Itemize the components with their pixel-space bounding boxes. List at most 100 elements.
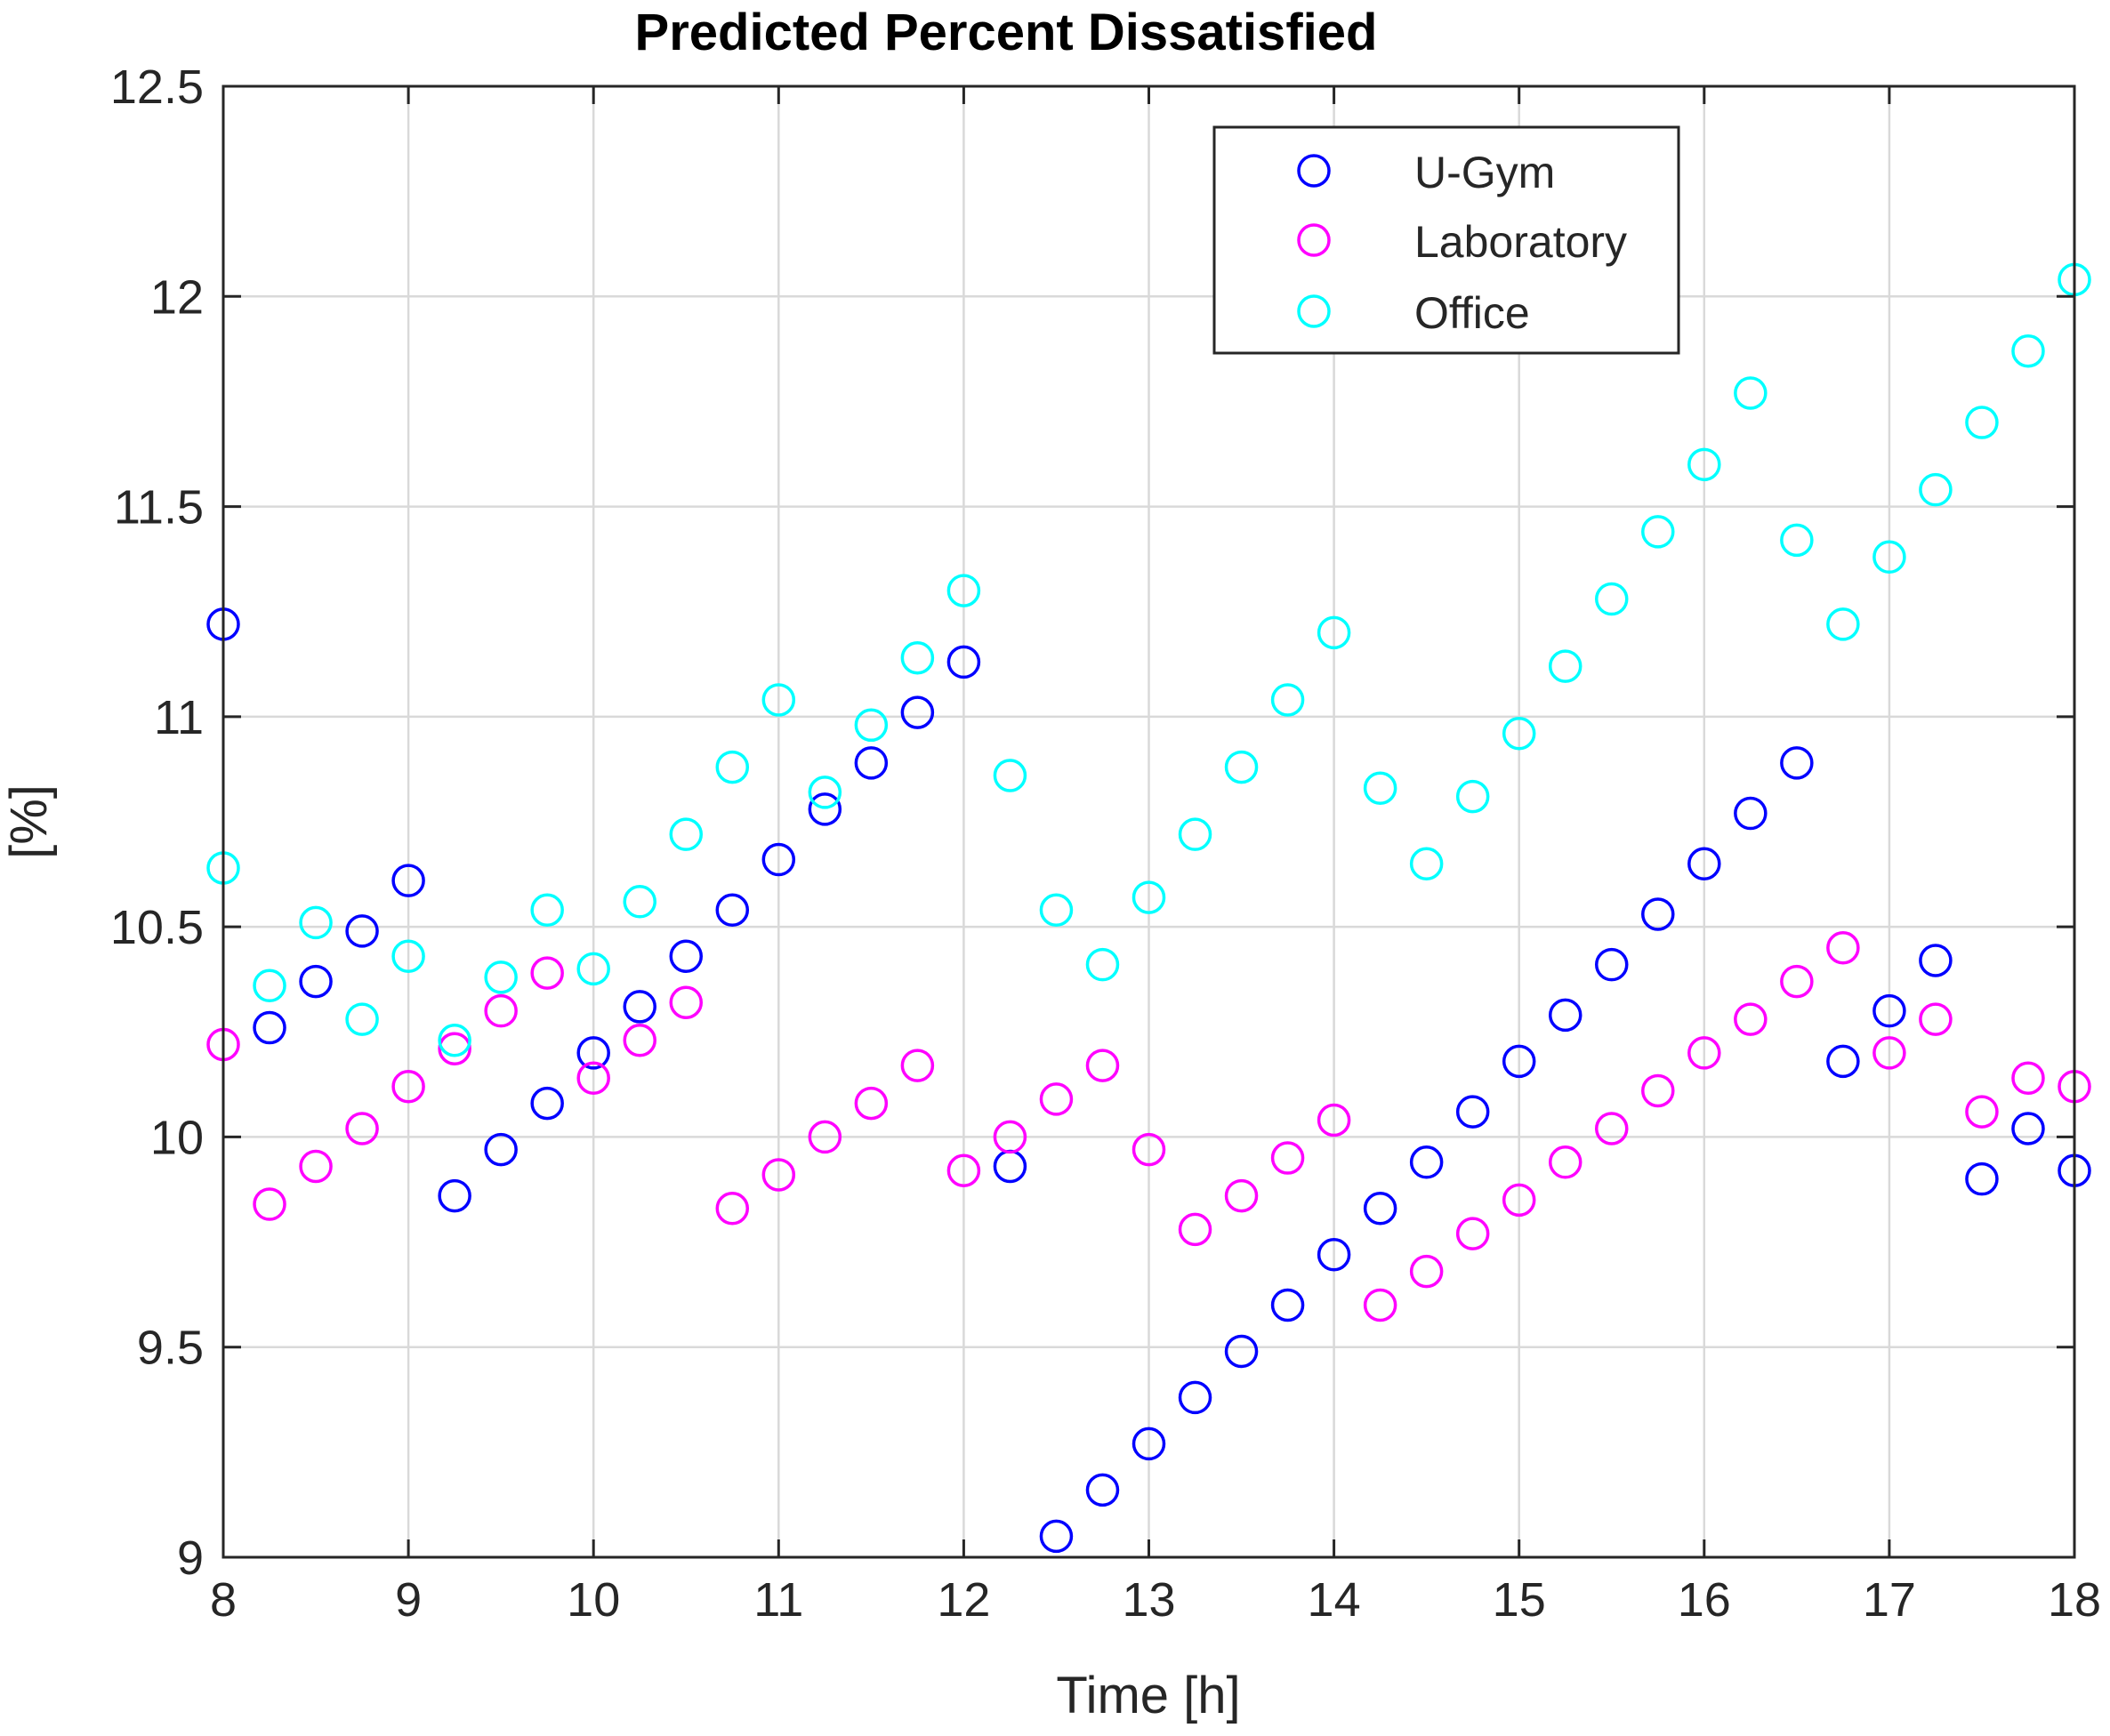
data-point-office [253, 968, 286, 1003]
data-point-office [1409, 847, 1444, 881]
data-point-laboratory [808, 1120, 842, 1154]
x-tick-label: 8 [210, 1573, 237, 1627]
data-point-laboratory [1780, 964, 1814, 999]
legend-marker-laboratory [1297, 223, 1331, 257]
x-tick-label: 18 [2048, 1573, 2101, 1627]
data-point-u-gym [1455, 1095, 1490, 1129]
data-point-u-gym [1548, 998, 1582, 1033]
data-point-u-gym [900, 695, 935, 729]
y-tick-label: 9 [177, 1531, 204, 1585]
data-point-laboratory [1455, 1217, 1490, 1250]
legend-label-office: Office [1414, 288, 1530, 338]
y-tick-label: 10.5 [110, 901, 204, 954]
data-point-laboratory [761, 1158, 796, 1192]
data-point-office [1178, 817, 1212, 851]
data-point-office [1826, 607, 1860, 641]
legend-label-laboratory: Laboratory [1414, 217, 1627, 267]
data-point-laboratory [1270, 1141, 1305, 1175]
data-point-laboratory [1919, 1002, 1953, 1036]
data-point-laboratory [1965, 1095, 1999, 1129]
data-point-u-gym [530, 1086, 564, 1121]
data-point-office [1548, 649, 1582, 683]
data-point-office [576, 952, 610, 986]
data-point-office [761, 683, 796, 717]
data-point-u-gym [576, 1036, 610, 1070]
data-point-office [391, 939, 425, 973]
data-point-u-gym [391, 864, 425, 897]
data-point-u-gym [1409, 1145, 1444, 1179]
x-tick-label: 10 [567, 1573, 620, 1627]
data-point-u-gym [1039, 1519, 1074, 1554]
series-laboratory [206, 931, 2091, 1322]
data-point-office [299, 905, 333, 940]
data-point-u-gym [2011, 1112, 2045, 1145]
data-point-office [1595, 582, 1629, 616]
data-point-laboratory [1224, 1178, 1259, 1213]
data-point-u-gym [854, 746, 889, 780]
legend-marker-office [1297, 294, 1331, 328]
data-point-laboratory [1548, 1145, 1582, 1179]
y-tick-label: 11.5 [114, 481, 204, 534]
data-point-u-gym [623, 990, 656, 1024]
data-point-laboratory [854, 1086, 889, 1121]
data-point-u-gym [484, 1132, 518, 1167]
data-point-office [715, 750, 750, 784]
data-point-office [2011, 334, 2045, 368]
legend-label-u-gym: U-Gym [1414, 148, 1555, 197]
data-point-office [1132, 880, 1166, 914]
data-point-u-gym [1502, 1044, 1536, 1079]
data-point-office [1224, 750, 1259, 784]
data-point-office [1502, 717, 1536, 751]
data-point-laboratory [1085, 1049, 1120, 1082]
data-point-laboratory [946, 1153, 981, 1187]
data-point-u-gym [345, 914, 379, 948]
data-point-laboratory [715, 1192, 750, 1226]
data-point-u-gym [1085, 1473, 1120, 1507]
data-point-office [1687, 447, 1721, 482]
data-point-office [530, 893, 564, 927]
data-point-laboratory [1132, 1132, 1166, 1167]
data-point-office [1965, 406, 1999, 439]
data-point-laboratory [1317, 1103, 1351, 1137]
axis-ticks: 8 9 10 11 12 13 14 15 16 17 1899.51010.51111.51212… [110, 60, 2101, 1627]
data-point-office [1734, 376, 1768, 410]
y-tick-label: 11 [154, 691, 204, 744]
data-points [206, 262, 2091, 1554]
data-point-office [1641, 515, 1675, 549]
data-point-office [1085, 947, 1120, 982]
data-point-u-gym [1270, 1288, 1305, 1322]
data-point-office [1317, 615, 1351, 650]
data-point-office [808, 776, 842, 809]
data-point-laboratory [576, 1061, 610, 1096]
data-point-u-gym [1178, 1380, 1212, 1415]
data-point-u-gym [1734, 796, 1768, 831]
data-point-u-gym [1872, 993, 1906, 1028]
data-point-office [946, 574, 981, 607]
data-point-laboratory [1687, 1036, 1721, 1070]
data-point-laboratory [1872, 1036, 1906, 1070]
data-point-laboratory [1734, 1002, 1768, 1036]
data-point-u-gym [761, 842, 796, 877]
series-u-gym [206, 607, 2091, 1554]
y-tick-label: 9.5 [137, 1322, 204, 1375]
data-point-office [1780, 523, 1814, 558]
data-point-office [623, 885, 656, 919]
data-point-office [993, 759, 1027, 792]
data-point-laboratory [1039, 1082, 1074, 1116]
x-tick-label: 14 [1308, 1573, 1361, 1627]
data-point-u-gym [1826, 1044, 1860, 1079]
data-point-laboratory [2011, 1061, 2045, 1096]
data-point-u-gym [1132, 1427, 1166, 1461]
data-point-u-gym [1317, 1237, 1351, 1272]
data-point-u-gym [299, 964, 333, 999]
data-point-laboratory [993, 1120, 1027, 1154]
data-point-laboratory [669, 985, 703, 1019]
data-point-laboratory [484, 993, 518, 1028]
data-point-office [900, 640, 935, 675]
data-point-office [345, 1002, 379, 1036]
data-point-u-gym [1224, 1334, 1259, 1369]
y-tick-label: 10 [150, 1111, 204, 1164]
data-point-office [1919, 472, 1953, 507]
